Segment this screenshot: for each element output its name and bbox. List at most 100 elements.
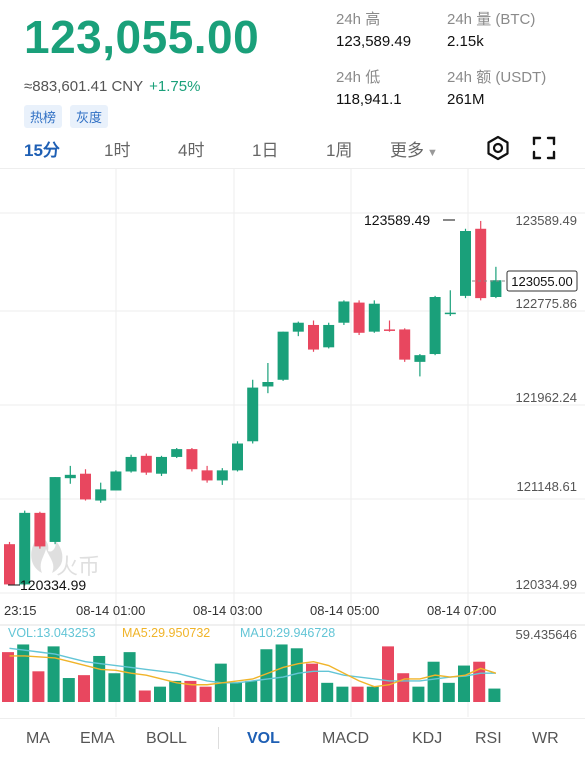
volume-max-label: 59.435646 bbox=[516, 627, 577, 642]
tab-1d[interactable]: 1日 bbox=[252, 141, 279, 160]
kline-chart-canvas[interactable]: 火币 123589.49122775.86121962.24121148.611… bbox=[0, 169, 585, 719]
candle-body bbox=[262, 381, 274, 387]
volume-bar bbox=[351, 686, 364, 702]
candle bbox=[490, 266, 502, 299]
tag-grayscale[interactable]: 灰度 bbox=[70, 105, 109, 128]
candle-body bbox=[64, 474, 76, 479]
candle-body bbox=[475, 228, 487, 299]
candle bbox=[110, 470, 122, 491]
candle bbox=[64, 465, 76, 484]
volume-bar bbox=[62, 678, 75, 702]
stat-value: 2.15k bbox=[447, 33, 484, 50]
volume-bar bbox=[138, 690, 151, 702]
volume-bar bbox=[458, 665, 470, 702]
volume-bar bbox=[427, 661, 440, 702]
kline-chart[interactable]: 火币 123589.49 122775.86 121962.24 121148.61 1… bbox=[0, 168, 585, 717]
tag-hot[interactable]: 热榜 bbox=[24, 105, 63, 128]
caret-down-icon: ▼ bbox=[427, 147, 438, 159]
time-tick-label: 08-14 05:00 bbox=[310, 603, 379, 618]
candle-body bbox=[460, 231, 471, 296]
ma5-line bbox=[9, 655, 497, 688]
price-tick-label: 122775.86 bbox=[516, 296, 577, 311]
candle bbox=[262, 362, 274, 394]
volume-bar bbox=[199, 686, 212, 702]
candle-body bbox=[399, 329, 411, 360]
ma10-line bbox=[9, 647, 496, 684]
tag-list: 热榜 灰度 bbox=[24, 105, 109, 128]
indicator-kdj[interactable]: KDJ bbox=[412, 730, 443, 747]
volume-bar bbox=[260, 649, 273, 702]
svg-text:火币: 火币 bbox=[56, 554, 100, 579]
candle bbox=[4, 541, 15, 585]
volume-bar bbox=[184, 680, 197, 702]
candle bbox=[19, 510, 31, 586]
candle-body bbox=[368, 303, 380, 332]
candle-body bbox=[171, 449, 183, 457]
candle bbox=[353, 300, 365, 336]
candle-body bbox=[125, 456, 137, 472]
tab-4h[interactable]: 4时 bbox=[178, 141, 205, 160]
more-label: 更多 bbox=[390, 141, 424, 160]
divider bbox=[218, 727, 219, 749]
candle-body bbox=[323, 324, 335, 348]
candle bbox=[414, 354, 426, 377]
candle-body bbox=[444, 312, 456, 315]
huobi-watermark: 火币 bbox=[31, 537, 100, 579]
volume-bar bbox=[290, 648, 303, 702]
candle bbox=[308, 320, 319, 352]
candle bbox=[399, 328, 411, 362]
candle-body bbox=[216, 470, 228, 481]
time-tick-label: 23:15 bbox=[4, 603, 37, 618]
indicator-vol[interactable]: VOL bbox=[247, 730, 280, 747]
candle bbox=[95, 482, 107, 503]
candle-body bbox=[292, 322, 304, 332]
candle bbox=[247, 379, 259, 444]
volume-bar bbox=[154, 686, 166, 702]
stat-label: 24h 高 bbox=[336, 11, 381, 28]
candle bbox=[156, 455, 167, 476]
candle-body bbox=[338, 301, 350, 323]
fullscreen-icon[interactable] bbox=[530, 134, 558, 162]
tab-1h[interactable]: 1时 bbox=[104, 141, 131, 160]
tab-1w[interactable]: 1周 bbox=[326, 141, 353, 160]
candle bbox=[171, 447, 183, 459]
more-timeframes-dropdown[interactable]: 更多 ▼ bbox=[390, 136, 438, 161]
stat-value: 123,589.49 bbox=[336, 33, 412, 50]
volume-bar bbox=[306, 663, 318, 702]
min-price-marker: 120334.99 bbox=[20, 577, 86, 593]
volume-panel: VOL:13.043253 MA5:29.950732 MA10:29.946728… bbox=[2, 626, 577, 702]
candle bbox=[323, 322, 335, 349]
indicator-macd[interactable]: MACD bbox=[322, 730, 370, 747]
current-price-label: 123055.00 bbox=[511, 274, 572, 289]
indicator-ma[interactable]: MA bbox=[26, 730, 50, 747]
indicator-rsi[interactable]: RSI bbox=[475, 730, 502, 747]
candle bbox=[201, 465, 213, 483]
timeframe-bar: 15分 1时 4时 1日 1周 更多 ▼ bbox=[0, 132, 585, 166]
volume-bar bbox=[230, 682, 242, 702]
price-axis: 123589.49 122775.86 121962.24 121148.61 1203… bbox=[472, 213, 578, 592]
volume-bar bbox=[397, 673, 410, 702]
candle-body bbox=[247, 387, 259, 442]
stat-label: 24h 额 (USDT) bbox=[447, 69, 547, 86]
settings-icon[interactable] bbox=[484, 134, 512, 162]
candle bbox=[232, 441, 243, 472]
candle-body bbox=[490, 280, 502, 297]
candle-body bbox=[19, 512, 31, 585]
stat-24h-turnover: 24h 额 (USDT) 261M bbox=[447, 66, 546, 108]
candle bbox=[186, 447, 198, 472]
time-tick-label: 08-14 03:00 bbox=[193, 603, 262, 618]
indicator-boll[interactable]: BOLL bbox=[146, 730, 187, 747]
candle bbox=[460, 228, 471, 299]
stat-24h-low: 24h 低 118,941.1 bbox=[336, 66, 402, 108]
stat-24h-volume: 24h 量 (BTC) 2.15k bbox=[447, 8, 535, 50]
volume-bar bbox=[275, 644, 288, 702]
candle-body bbox=[95, 489, 107, 501]
current-price-box bbox=[506, 270, 578, 292]
indicator-ema[interactable]: EMA bbox=[80, 730, 115, 747]
volume-bar bbox=[17, 644, 30, 702]
indicator-wr[interactable]: WR bbox=[532, 730, 559, 747]
candle-body bbox=[80, 473, 91, 500]
tab-15min[interactable]: 15分 bbox=[24, 141, 60, 160]
volume-bar bbox=[78, 675, 90, 702]
ma5-label: MA5:29.950732 bbox=[122, 626, 210, 640]
